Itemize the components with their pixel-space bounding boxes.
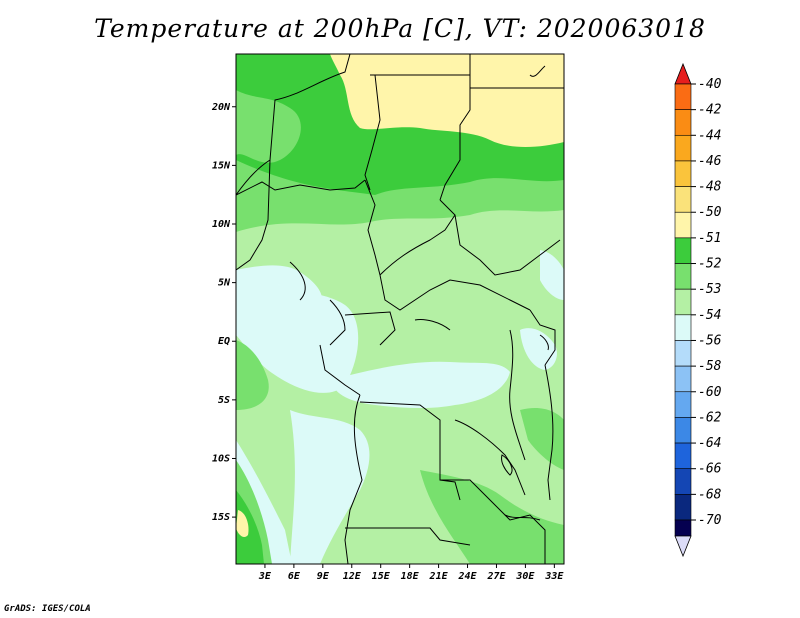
colorbar-label: -52 (698, 257, 722, 272)
colorbar-bottom-arrow (674, 535, 692, 558)
colorbar-label: -48 (698, 180, 722, 195)
colorbar-label: -56 (698, 333, 722, 348)
colorbar-label: -42 (698, 103, 722, 118)
colorbar-swatch (674, 83, 692, 110)
colorbar-swatch (674, 494, 692, 521)
country-borders (236, 54, 564, 564)
colorbar-swatch (674, 109, 692, 136)
lon-tick-label: 3E (258, 571, 272, 582)
colorbar-swatch (674, 340, 692, 367)
lon-tick-label: 27E (486, 571, 506, 582)
colorbar-label: -64 (698, 436, 721, 451)
lon-tick-label: 18E (401, 571, 420, 582)
colorbar-swatch (674, 160, 692, 187)
colorbar-label: -44 (698, 128, 721, 143)
temperature-field (236, 54, 564, 564)
lat-tick-label: 20N (211, 102, 231, 113)
lon-tick-label: 15E (372, 571, 391, 582)
colorbar-label: -62 (698, 410, 722, 425)
colorbar-swatch (674, 442, 692, 470)
colorbar-label: -60 (698, 385, 722, 400)
chart-title: Temperature at 200hPa [C], VT: 202006301… (94, 14, 706, 43)
lat-tick-label: EQ (218, 336, 230, 347)
colorbar-swatch (674, 468, 692, 495)
colorbar-label: -58 (698, 359, 722, 374)
colorbar: -40 -42 -44 -46 -48 -50 -51 -52 -53 -54 -56 -58 -60 -… (674, 62, 722, 558)
colorbar-label: -53 (698, 282, 721, 297)
lon-tick-label: 21E (429, 571, 449, 582)
colorbar-top-arrow (674, 62, 692, 85)
lat-tick-label: 10S (212, 453, 230, 464)
lon-tick-label: 33E (544, 571, 564, 582)
colorbar-swatch (674, 288, 692, 316)
colorbar-swatch (674, 211, 692, 239)
longitude-ticks: 3E 6E 9E 12E 15E 18E 21E 24E 27E 30E 33E (258, 564, 564, 582)
colorbar-swatch (674, 314, 692, 341)
colorbar-swatch (674, 237, 692, 264)
colorbar-label: -68 (698, 487, 722, 502)
colorbar-label: -46 (698, 154, 722, 169)
map-frame (235, 53, 565, 565)
lon-tick-label: 30E (515, 571, 535, 582)
colorbar-swatch (674, 417, 692, 444)
colorbar-label: -54 (698, 308, 721, 323)
grads-credit: GrADS: IGES/COLA (4, 604, 91, 614)
lat-tick-label: 15N (212, 160, 231, 171)
colorbar-swatch (674, 391, 692, 418)
colorbar-swatch (674, 134, 692, 162)
lon-tick-label: 12E (343, 571, 362, 582)
lat-tick-label: 5N (218, 278, 231, 289)
lat-tick-label: 15S (212, 512, 230, 523)
colorbar-swatch (674, 263, 692, 290)
lat-tick-label: 5S (218, 395, 230, 406)
colorbar-label: -70 (698, 513, 722, 528)
colorbar-swatch (674, 519, 692, 537)
colorbar-label: -40 (698, 77, 722, 92)
lon-tick-label: 9E (317, 571, 330, 582)
lon-tick-label: 6E (288, 571, 301, 582)
colorbar-swatch (674, 365, 692, 393)
colorbar-label: -51 (698, 231, 721, 246)
colorbar-label: -66 (698, 462, 722, 477)
colorbar-swatch (674, 186, 692, 213)
lat-tick-label: 10N (212, 219, 231, 230)
latitude-ticks: 20N 15N 10N 5N EQ 5S 10S 15S (211, 102, 236, 523)
colorbar-label: -50 (698, 205, 722, 220)
lon-tick-label: 24E (457, 571, 477, 582)
